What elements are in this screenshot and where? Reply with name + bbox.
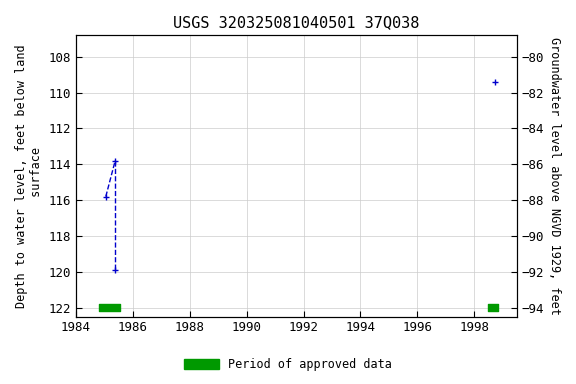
Legend: Period of approved data: Period of approved data [179,354,397,376]
Title: USGS 320325081040501 37Q038: USGS 320325081040501 37Q038 [173,15,420,30]
Y-axis label: Groundwater level above NGVD 1929, feet: Groundwater level above NGVD 1929, feet [548,37,561,315]
Y-axis label: Depth to water level, feet below land
 surface: Depth to water level, feet below land su… [15,44,43,308]
